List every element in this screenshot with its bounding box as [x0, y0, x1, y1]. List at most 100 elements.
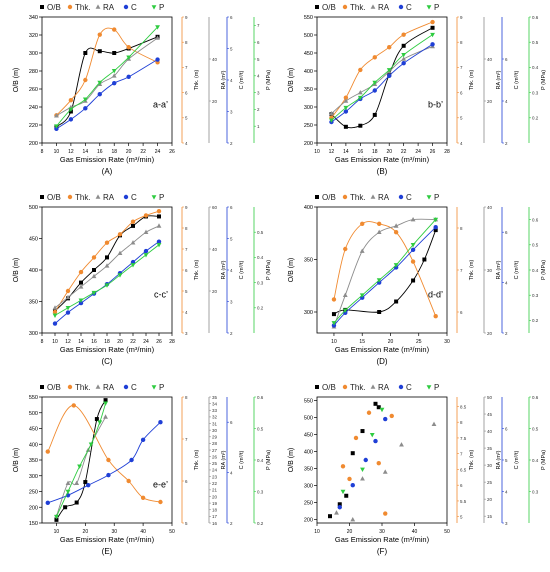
section-annotation: c-c’ — [154, 290, 168, 300]
panel-label: (A) — [102, 167, 113, 176]
ob-tick-label: 250 — [304, 123, 313, 129]
ob-tick-label: 200 — [304, 518, 313, 524]
ob-point — [97, 49, 102, 54]
ra-tick-label: 35 — [212, 395, 218, 400]
legend-marker — [342, 384, 348, 390]
c-tick-label: 6 — [230, 420, 233, 425]
p-tick-label: 0.2 — [532, 318, 539, 323]
p-tick-label: 0.3 — [532, 90, 539, 95]
legend-marker — [123, 4, 129, 10]
ob-tick-label: 550 — [304, 15, 313, 21]
p-point — [126, 55, 132, 60]
ob-series — [328, 401, 381, 519]
ob-axis-title: O/B (m) — [13, 448, 20, 473]
thk-tick-label: 8 — [185, 395, 188, 400]
thk-tick-label: 4 — [460, 141, 463, 146]
p-fit-line — [333, 219, 437, 324]
ra-tick-label: 19 — [212, 501, 218, 506]
thk-series — [329, 19, 435, 121]
panel-label: (F) — [377, 547, 388, 556]
legend-label: C — [406, 383, 412, 392]
section-annotation: b-b’ — [428, 100, 443, 110]
p-point — [97, 80, 103, 86]
p-axis-title: P (MPa) — [266, 260, 272, 280]
x-tick-label: 10 — [314, 149, 320, 155]
c-point — [350, 483, 355, 488]
ra-tick-label: 40 — [487, 429, 493, 434]
ra-fit-line — [331, 45, 433, 114]
legend-marker — [342, 4, 348, 10]
c-point — [45, 500, 50, 506]
ob-point — [358, 123, 363, 128]
p-tick-label: 5 — [257, 57, 260, 62]
section-annotation: d-d’ — [428, 290, 443, 300]
thk-point — [353, 435, 359, 441]
c-tick-label: 4 — [230, 78, 233, 83]
ra-tick-label: 35 — [487, 446, 493, 451]
legend-marker — [123, 384, 129, 390]
legend-marker — [95, 194, 101, 199]
ra-tick-label: 29 — [212, 435, 218, 440]
x-axis-label: Gas Emission Rate (m³/min) — [60, 345, 155, 354]
ra-tick-label: 24 — [212, 468, 218, 473]
ra-tick-label: 20 — [487, 99, 493, 104]
legend-label: C — [406, 3, 412, 12]
p-tick-label: 0.4 — [257, 255, 264, 260]
ra-series — [52, 223, 162, 310]
p-tick-label: 0.3 — [532, 293, 539, 298]
thk-point — [156, 209, 162, 214]
x-tick-label: 40 — [140, 529, 146, 535]
c-point — [373, 438, 378, 444]
ob-tick-label: 550 — [29, 395, 38, 401]
legend-marker — [426, 195, 432, 200]
p-axis-title: P (MPa) — [541, 70, 547, 90]
p-tick-label: 7 — [257, 23, 260, 28]
x-tick-label: 50 — [444, 529, 450, 535]
thk-point — [130, 219, 136, 224]
p-point — [401, 53, 407, 58]
legend: O/B Thk. RA C P — [40, 193, 164, 202]
ra-point — [74, 480, 80, 486]
plot-frame — [316, 206, 448, 334]
ob-series — [54, 34, 160, 129]
x-tick-label: 12 — [65, 339, 71, 345]
ob-tick-label: 300 — [29, 474, 38, 480]
legend-marker — [426, 5, 432, 10]
p-point — [357, 95, 363, 101]
c-tick-label: 6 — [505, 426, 508, 431]
panel-label: (B) — [377, 167, 388, 176]
legend-label: P — [434, 383, 439, 392]
p-point — [68, 107, 74, 112]
c-tick-label: 2 — [505, 331, 508, 336]
thk-tick-label: 5 — [460, 116, 463, 121]
ra-tick-label: 18 — [212, 508, 218, 513]
ob-tick-label: 320 — [29, 33, 38, 39]
chart-panel: O/B Thk. RA C P 10 20 30 40 50 Gas Emission Rate (… — [13, 383, 272, 556]
ra-point — [393, 223, 399, 228]
ra-point — [360, 476, 365, 481]
ra-axis-title: RA (m²) — [221, 260, 227, 279]
p-point — [372, 80, 378, 86]
c-tick-label: 3 — [230, 109, 233, 114]
thk-tick-label: 5 — [185, 116, 188, 121]
thk-point — [376, 460, 381, 466]
c-point — [410, 247, 416, 253]
x-tick-label: 8 — [41, 149, 44, 155]
ob-tick-label: 500 — [29, 205, 38, 211]
p-point — [65, 306, 71, 311]
legend: O/B Thk. RA C P — [315, 383, 439, 392]
thk-point — [117, 232, 123, 237]
c-tick-label: 4 — [230, 268, 233, 273]
plot-frame — [41, 16, 173, 144]
legend-label: P — [434, 3, 439, 12]
p-point — [379, 407, 385, 413]
p-tick-label: 0.6 — [532, 217, 539, 222]
x-tick-label: 26 — [430, 149, 436, 155]
ob-point — [328, 514, 332, 519]
p-tick-label: 0.4 — [532, 65, 539, 70]
p-tick-label: 0.5 — [257, 426, 264, 431]
ob-tick-label: 240 — [29, 105, 38, 111]
thk-point — [68, 97, 74, 103]
